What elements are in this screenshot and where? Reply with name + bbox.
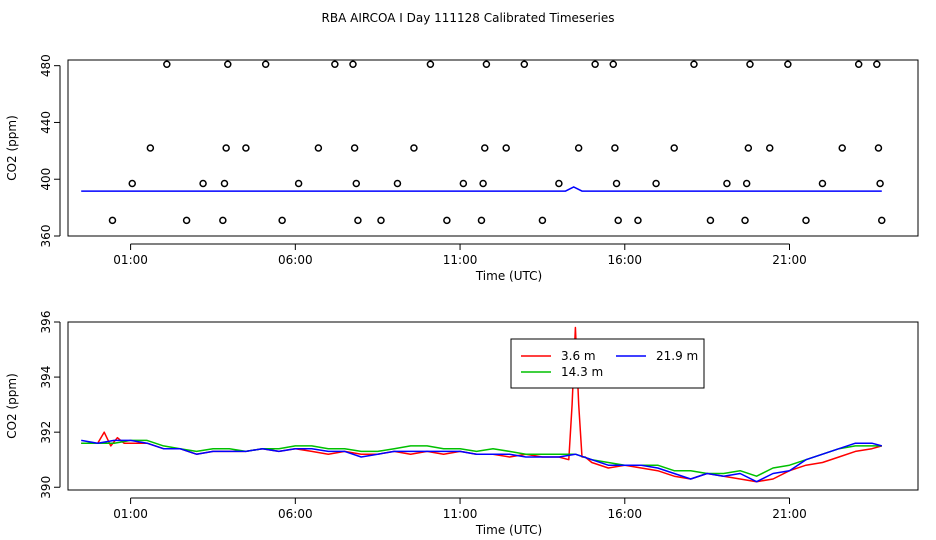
top-y-tick-label: 480 <box>39 54 53 77</box>
top-data-point <box>876 179 884 188</box>
bottom-x-tick-label: 16:00 <box>607 507 642 521</box>
top-y-tick-label: 400 <box>39 168 53 191</box>
top-data-point <box>242 144 250 152</box>
top-data-point <box>146 144 155 152</box>
top-x-tick-label: 11:00 <box>443 253 478 267</box>
top-data-point <box>163 60 171 69</box>
top-data-point <box>706 216 715 225</box>
top-data-point <box>591 60 599 69</box>
top-y-tick-label: 360 <box>39 225 53 248</box>
top-data-point <box>222 144 230 152</box>
top-data-point <box>349 60 357 69</box>
top-data-point <box>219 216 227 225</box>
legend-label: 14.3 m <box>561 365 603 379</box>
bottom-x-tick-label: 01:00 <box>113 507 148 521</box>
top-data-point <box>199 179 207 188</box>
top-x-tick-label: 16:00 <box>607 253 642 267</box>
top-data-point <box>426 60 435 69</box>
bottom-y-axis-label: CO2 (ppm) <box>5 373 19 439</box>
top-data-point <box>410 144 418 152</box>
top-data-point <box>614 216 622 225</box>
top-data-point <box>294 179 303 188</box>
top-data-point <box>443 216 451 225</box>
top-data-point <box>354 216 362 225</box>
bottom-legend: 3.6 m 14.3 m 21.9 m <box>510 338 705 389</box>
top-data-point <box>477 216 486 225</box>
top-data-point <box>350 144 359 152</box>
legend-label: 3.6 m <box>561 349 596 363</box>
chart-title: RBA AIRCOA I Day 111128 Calibrated Times… <box>322 11 615 25</box>
top-data-point <box>482 60 491 69</box>
bottom-x-tick-label: 06:00 <box>278 507 313 521</box>
top-data-point <box>224 60 232 69</box>
top-data-point <box>690 60 698 69</box>
bottom-x-axis-label: Time (UTC) <box>475 523 542 537</box>
top-data-point <box>609 60 618 69</box>
top-data-point <box>502 144 510 152</box>
bottom-series-line <box>81 439 882 483</box>
top-data-point <box>634 216 642 225</box>
top-data-point <box>611 144 619 152</box>
bottom-panel-plot: 01:00 06:00 11:00 16:00 21:00 Time (UTC) 390 39… <box>5 311 919 537</box>
top-data-point <box>182 216 191 225</box>
top-data-point <box>854 60 863 69</box>
bottom-x-tick-label: 11:00 <box>443 507 478 521</box>
top-data-point <box>220 179 229 188</box>
top-x-tick-label: 06:00 <box>278 253 313 267</box>
top-data-point <box>108 216 117 225</box>
top-data-point <box>459 179 468 188</box>
top-data-point <box>818 179 827 188</box>
top-data-point <box>314 144 323 152</box>
top-data-point <box>128 179 136 188</box>
top-x-tick-label: 21:00 <box>772 253 807 267</box>
top-data-point <box>520 60 529 69</box>
bottom-plot-frame <box>67 321 919 491</box>
top-data-point <box>873 60 881 69</box>
top-data-point <box>741 216 749 225</box>
top-y-axis-label: CO2 (ppm) <box>5 115 19 181</box>
bottom-series-line <box>81 326 883 483</box>
top-data-point <box>261 60 270 69</box>
top-y-tick-label: 440 <box>39 111 53 134</box>
top-x-axis-label: Time (UTC) <box>475 269 542 283</box>
top-data-point <box>784 60 792 69</box>
top-data-point <box>555 179 563 188</box>
top-data-point <box>574 144 583 152</box>
top-plot-frame <box>67 59 919 237</box>
top-data-point <box>838 144 846 152</box>
top-data-point <box>802 216 810 225</box>
top-data-point <box>538 216 547 225</box>
top-data-point <box>874 144 883 152</box>
bottom-x-tick-label: 21:00 <box>772 507 807 521</box>
legend-label: 21.9 m <box>656 349 698 363</box>
bottom-y-tick-label: 394 <box>39 366 53 389</box>
bottom-y-tick-label: 390 <box>39 476 53 499</box>
top-data-point <box>479 179 487 188</box>
top-data-point <box>377 216 385 225</box>
bottom-y-tick-label: 392 <box>39 421 53 444</box>
legend-box <box>510 338 705 389</box>
top-data-point <box>352 179 361 188</box>
top-data-point <box>331 60 339 69</box>
top-data-point <box>742 179 751 188</box>
top-data-point <box>670 144 678 152</box>
top-series-line <box>81 186 882 192</box>
top-x-tick-label: 01:00 <box>113 253 148 267</box>
top-data-point <box>765 144 774 152</box>
bottom-y-tick-label: 396 <box>39 311 53 334</box>
top-data-point <box>278 216 286 225</box>
top-data-point <box>746 60 754 69</box>
bottom-series-line <box>81 439 882 477</box>
top-data-point <box>878 216 886 225</box>
top-data-point <box>723 179 731 188</box>
top-panel-plot: 01:00 06:00 11:00 16:00 21:00 Time (UTC) 360 40… <box>5 54 919 283</box>
top-data-point <box>612 179 621 188</box>
top-data-point <box>393 179 402 188</box>
top-data-point <box>481 144 489 152</box>
top-data-point <box>652 179 660 188</box>
top-data-point <box>744 144 753 152</box>
